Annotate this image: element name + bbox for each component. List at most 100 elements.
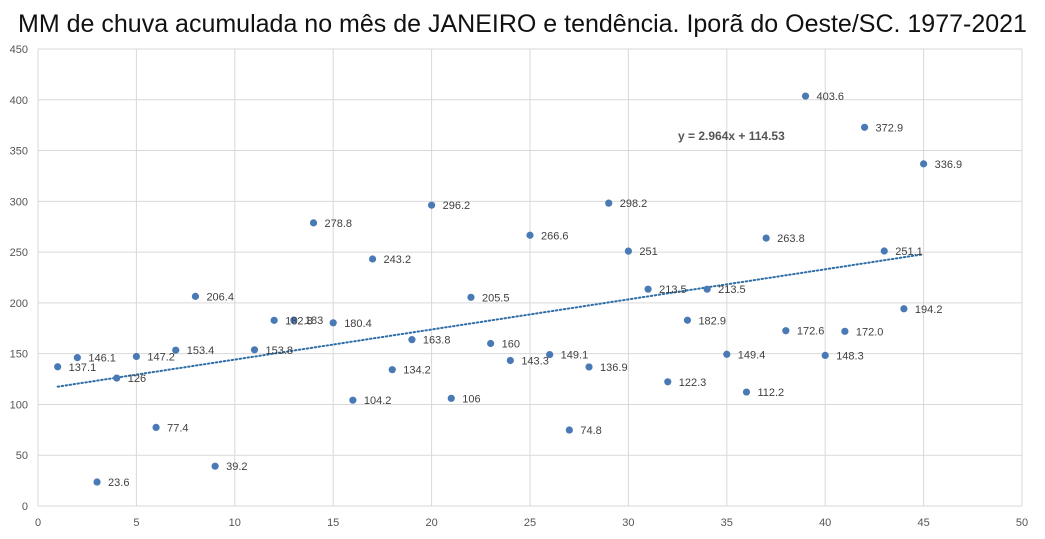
data-label: 147.2: [147, 352, 175, 364]
data-label: 112.2: [757, 387, 784, 399]
data-point: [683, 316, 692, 324]
data-point: [447, 394, 455, 402]
data-point: [250, 346, 259, 354]
y-tick-label: 150: [10, 349, 28, 361]
data-point: [644, 285, 652, 293]
x-tick-label: 25: [524, 517, 536, 529]
x-tick-label: 20: [425, 517, 437, 529]
data-label: 160: [502, 339, 520, 351]
chart-title: MM de chuva acumulada no mês de JANEIRO …: [18, 10, 1027, 38]
data-label: 104.2: [364, 395, 392, 407]
data-point: [467, 293, 475, 301]
data-point: [290, 316, 298, 324]
data-point: [506, 356, 514, 365]
x-tick-label: 30: [622, 517, 634, 529]
data-label: 251: [639, 246, 657, 258]
data-point: [565, 426, 573, 434]
data-point: [73, 354, 81, 362]
data-label: 194.2: [915, 304, 943, 316]
data-label: 143.3: [521, 355, 549, 367]
data-label: 137.1: [69, 362, 97, 374]
data-point: [388, 366, 396, 374]
data-point: [191, 292, 200, 300]
data-label: 298.2: [620, 198, 648, 210]
data-point: [782, 327, 790, 335]
data-label: 39.2: [226, 461, 247, 473]
data-label: 149.4: [738, 349, 766, 361]
x-tick-label: 15: [327, 517, 339, 529]
data-label: 278.8: [325, 218, 353, 230]
data-label: 23.6: [108, 477, 129, 489]
data-point: [152, 423, 160, 431]
data-point: [172, 346, 180, 354]
data-point: [93, 478, 101, 486]
data-label: 372.9: [876, 122, 904, 134]
data-point: [821, 351, 829, 359]
x-tick-label: 45: [917, 517, 929, 529]
data-point: [605, 199, 613, 207]
data-point: [762, 234, 770, 242]
data-point: [349, 396, 357, 404]
y-tick-label: 100: [10, 399, 28, 411]
data-points: [54, 92, 928, 486]
data-label: 146.1: [88, 353, 116, 365]
axis-ticks: 0 5 10 15 20 25 30 35 40 45 50 0 50 100 150 200 250 300 35…: [10, 44, 1028, 529]
data-label: 134.2: [403, 365, 431, 377]
data-label: 126: [128, 373, 146, 385]
data-point: [113, 374, 121, 382]
data-label: 136.9: [600, 362, 628, 374]
data-label: 183: [305, 315, 323, 327]
data-label: 172.0: [856, 326, 884, 338]
data-point: [546, 350, 554, 359]
trendline: [56, 253, 925, 388]
data-label: 182.9: [698, 315, 726, 327]
y-tick-label: 0: [22, 501, 28, 513]
data-label: 153.4: [187, 345, 215, 357]
data-point: [270, 316, 278, 324]
x-tick-label: 40: [819, 517, 831, 529]
trendline-equation: y = 2.964x + 114.53: [678, 129, 785, 143]
data-point: [624, 247, 633, 255]
data-point: [900, 305, 908, 313]
y-tick-label: 400: [10, 95, 28, 107]
x-tick-label: 10: [229, 517, 241, 529]
data-point: [841, 327, 849, 335]
y-tick-label: 300: [10, 196, 28, 208]
data-point: [920, 160, 928, 168]
y-tick-label: 450: [10, 44, 28, 56]
x-tick-label: 35: [721, 517, 733, 529]
data-label: 77.4: [167, 422, 188, 434]
trendline-layer: y = 2.964x + 114.53: [56, 129, 925, 388]
data-point: [585, 363, 593, 371]
data-label: 180.4: [344, 318, 372, 330]
data-label: 336.9: [935, 159, 963, 171]
data-point: [329, 319, 337, 327]
data-label: 148.3: [836, 350, 864, 362]
data-point: [801, 92, 810, 100]
data-label: 153.8: [265, 345, 293, 357]
data-label: 206.4: [206, 291, 234, 303]
data-point: [132, 352, 140, 361]
x-tick-label: 5: [133, 517, 139, 529]
data-label: 74.8: [580, 425, 601, 437]
data-point: [309, 219, 318, 227]
data-point: [742, 388, 751, 396]
x-tick-label: 50: [1016, 517, 1028, 529]
data-label: 243.2: [384, 254, 412, 266]
data-point: [860, 123, 869, 131]
data-label: 213.5: [659, 284, 687, 296]
data-label: 122.3: [679, 377, 707, 389]
data-point: [211, 462, 219, 470]
data-label: 182.8: [285, 315, 313, 327]
data-point: [428, 201, 436, 209]
x-tick-label: 0: [35, 517, 41, 529]
data-point: [54, 363, 62, 371]
data-point: [368, 255, 377, 263]
y-tick-label: 200: [10, 298, 28, 310]
data-label: 106: [462, 393, 480, 405]
data-label: 172.6: [797, 326, 825, 338]
data-label: 205.5: [482, 292, 510, 304]
data-label: 403.6: [817, 91, 845, 103]
